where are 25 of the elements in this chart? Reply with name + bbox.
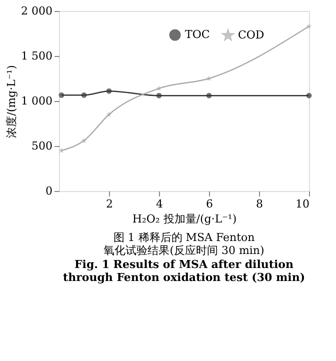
- point: [306, 92, 312, 98]
- y-tick-label: 0: [46, 184, 52, 198]
- y-tick-label: 2 000: [21, 4, 52, 18]
- x-tick-label: 2: [106, 198, 113, 210]
- x-axis-title: H₂O₂ 投加量/(g·L⁻¹): [132, 212, 237, 226]
- y-tick-label: 1 500: [21, 50, 52, 62]
- point: [306, 24, 312, 29]
- x-tick-label: 8: [256, 198, 263, 210]
- y-tick-label: 500: [32, 140, 52, 152]
- point: [156, 92, 162, 98]
- point: [58, 92, 64, 98]
- point: [81, 138, 87, 144]
- y-axis-title: 浓度/(mg·L⁻¹): [5, 65, 18, 138]
- point: [206, 92, 212, 98]
- x-tick-label: 4: [156, 198, 163, 210]
- y-tick-label: 1 000: [21, 94, 52, 108]
- legend-label: TOC: [185, 28, 210, 41]
- legend-label: COD: [238, 28, 264, 42]
- x-tick-label: 10: [296, 198, 310, 210]
- point: [106, 88, 112, 94]
- text: 图 1 稀释后的 MSA Fenton 氧化试验结果(反应时间 30 min): [104, 231, 264, 257]
- point: [106, 112, 112, 117]
- x-tick-label: 6: [206, 198, 213, 210]
- point: [81, 92, 87, 98]
- text: Fig. 1 Results of MSA after dilution through Fenton oxidation test (30 min): [62, 258, 306, 284]
